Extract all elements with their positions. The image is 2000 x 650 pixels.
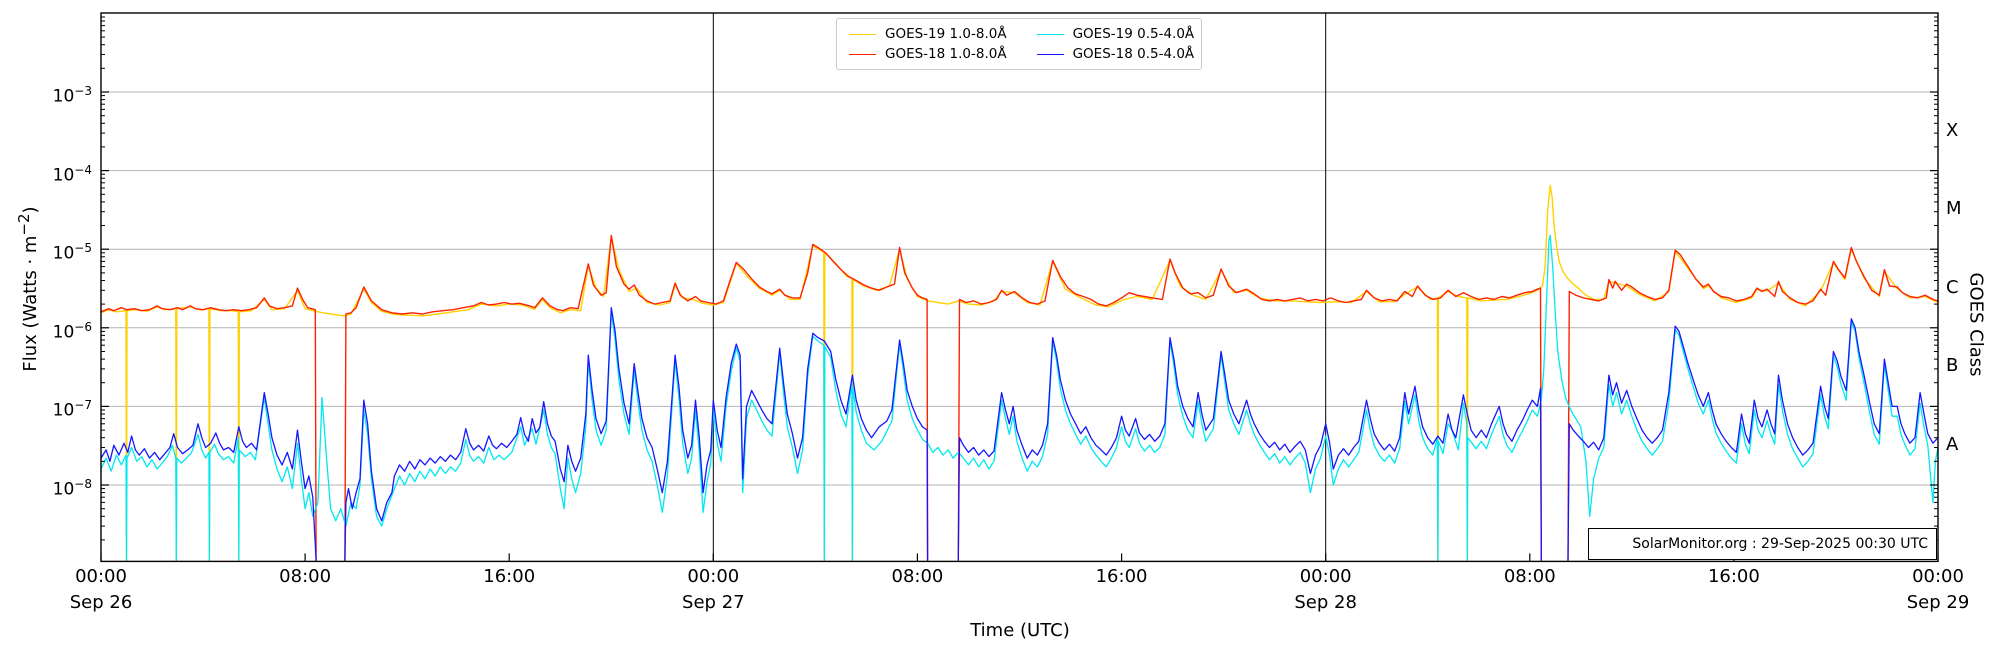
goes-class-label-b: B	[1946, 355, 1959, 376]
watermark: SolarMonitor.org : 29-Sep-2025 00:30 UTC	[1588, 528, 1937, 560]
x-tick-label: 00:00	[687, 566, 740, 587]
x-tick-label: 00:00	[75, 566, 127, 587]
x-axis-title: Time (UTC)	[970, 620, 1070, 641]
x-tick-label: 00:00	[1912, 566, 1964, 587]
x-tick-label: 00:00	[1299, 566, 1352, 587]
legend-item-goes19-long: GOES-19 1.0-8.0Å	[849, 24, 1007, 44]
legend-item-goes18-long: GOES-18 1.0-8.0Å	[849, 44, 1007, 64]
x-tick-label: 08:00	[891, 566, 944, 587]
x-tick-label: 08:00	[279, 566, 332, 587]
x-tick-label: 16:00	[1095, 566, 1148, 587]
goes-class-label-x: X	[1946, 120, 1959, 141]
legend-item-goes19-short: GOES-19 0.5-4.0Å	[1036, 24, 1195, 44]
x-date-label: Sep 26	[69, 592, 133, 613]
legend-label: GOES-18 0.5-4.0Å	[1072, 46, 1195, 62]
goes-class-label-m: M	[1946, 198, 1962, 219]
x-tick-label: 16:00	[483, 566, 536, 587]
y-axis-title-exponent: −2	[15, 213, 33, 236]
legend: GOES-19 1.0-8.0Å GOES-18 1.0-8.0Å GOES-1…	[836, 18, 1202, 70]
x-date-label: Sep 29	[1906, 592, 1970, 613]
goes-class-label-c: C	[1946, 277, 1959, 298]
y-tick-label: 10−6	[52, 319, 92, 343]
y-tick-label: 10−3	[52, 84, 92, 107]
y-tick-label: 10−5	[52, 241, 92, 264]
y-tick-label: 10−4	[52, 162, 92, 186]
right-axis-title: GOES Class	[1965, 272, 1987, 377]
legend-swatch-goes18-long	[849, 53, 876, 55]
y-tick-label: 10−8	[52, 477, 92, 500]
goes-class-label-a: A	[1946, 434, 1959, 455]
x-date-label: Sep 27	[682, 592, 745, 613]
x-tick-label: 16:00	[1707, 566, 1760, 587]
legend-swatch-goes19-short	[1036, 33, 1064, 35]
legend-label: GOES-18 1.0-8.0Å	[885, 46, 1007, 62]
legend-swatch-goes19-long	[849, 33, 876, 35]
x-tick-label: 08:00	[1503, 566, 1556, 587]
y-axis-title-suffix: )	[20, 206, 41, 214]
x-date-label: Sep 28	[1294, 592, 1357, 613]
legend-label: GOES-19 0.5-4.0Å	[1072, 26, 1195, 42]
y-tick-label: 10−7	[52, 398, 92, 422]
legend-label: GOES-19 1.0-8.0Å	[885, 26, 1007, 42]
legend-swatch-goes18-short	[1036, 53, 1064, 55]
legend-item-goes18-short: GOES-18 0.5-4.0Å	[1036, 44, 1195, 64]
